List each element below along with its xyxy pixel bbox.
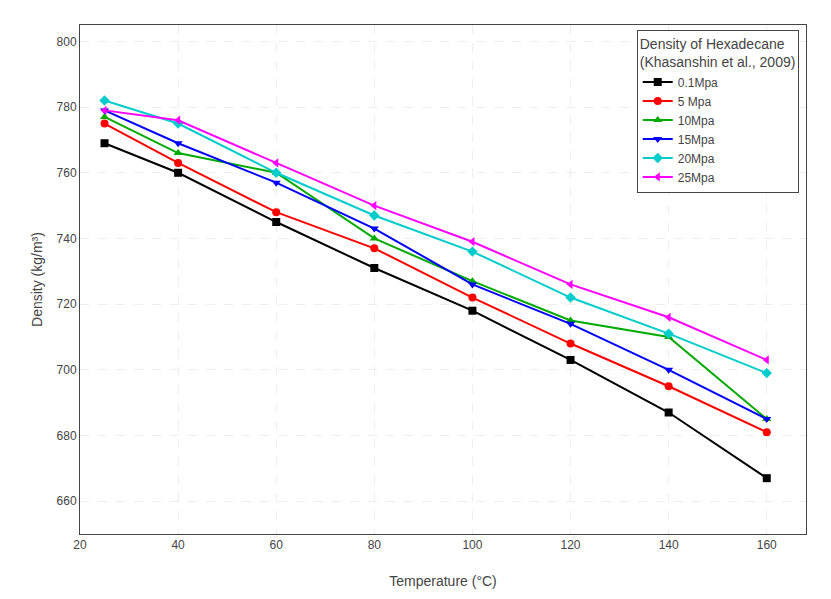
svg-text:Density of Hexadecane(Khasansh: Density of Hexadecane(Khasanshin et al.,… [640,36,796,70]
svg-text:740: 740 [57,232,77,246]
svg-text:60: 60 [270,538,284,552]
svg-text:100: 100 [462,538,482,552]
svg-text:Density (kg/m³): Density (kg/m³) [29,232,45,327]
svg-text:5 Mpa: 5 Mpa [678,95,712,109]
svg-text:760: 760 [57,166,77,180]
svg-text:680: 680 [57,429,77,443]
svg-text:120: 120 [561,538,581,552]
svg-text:660: 660 [57,494,77,508]
svg-text:720: 720 [57,297,77,311]
svg-text:800: 800 [57,35,77,49]
svg-text:15Mpa: 15Mpa [678,133,715,147]
svg-text:0.1Mpa: 0.1Mpa [678,76,718,90]
svg-text:20: 20 [73,538,87,552]
svg-text:10Mpa: 10Mpa [678,114,715,128]
svg-text:25Mpa: 25Mpa [678,171,715,185]
svg-text:780: 780 [57,100,77,114]
svg-text:80: 80 [368,538,382,552]
svg-text:20Mpa: 20Mpa [678,152,715,166]
svg-text:140: 140 [659,538,679,552]
svg-text:160: 160 [757,538,777,552]
svg-text:40: 40 [171,538,185,552]
svg-text:Temperature (°C): Temperature (°C) [389,573,497,589]
svg-text:700: 700 [57,363,77,377]
